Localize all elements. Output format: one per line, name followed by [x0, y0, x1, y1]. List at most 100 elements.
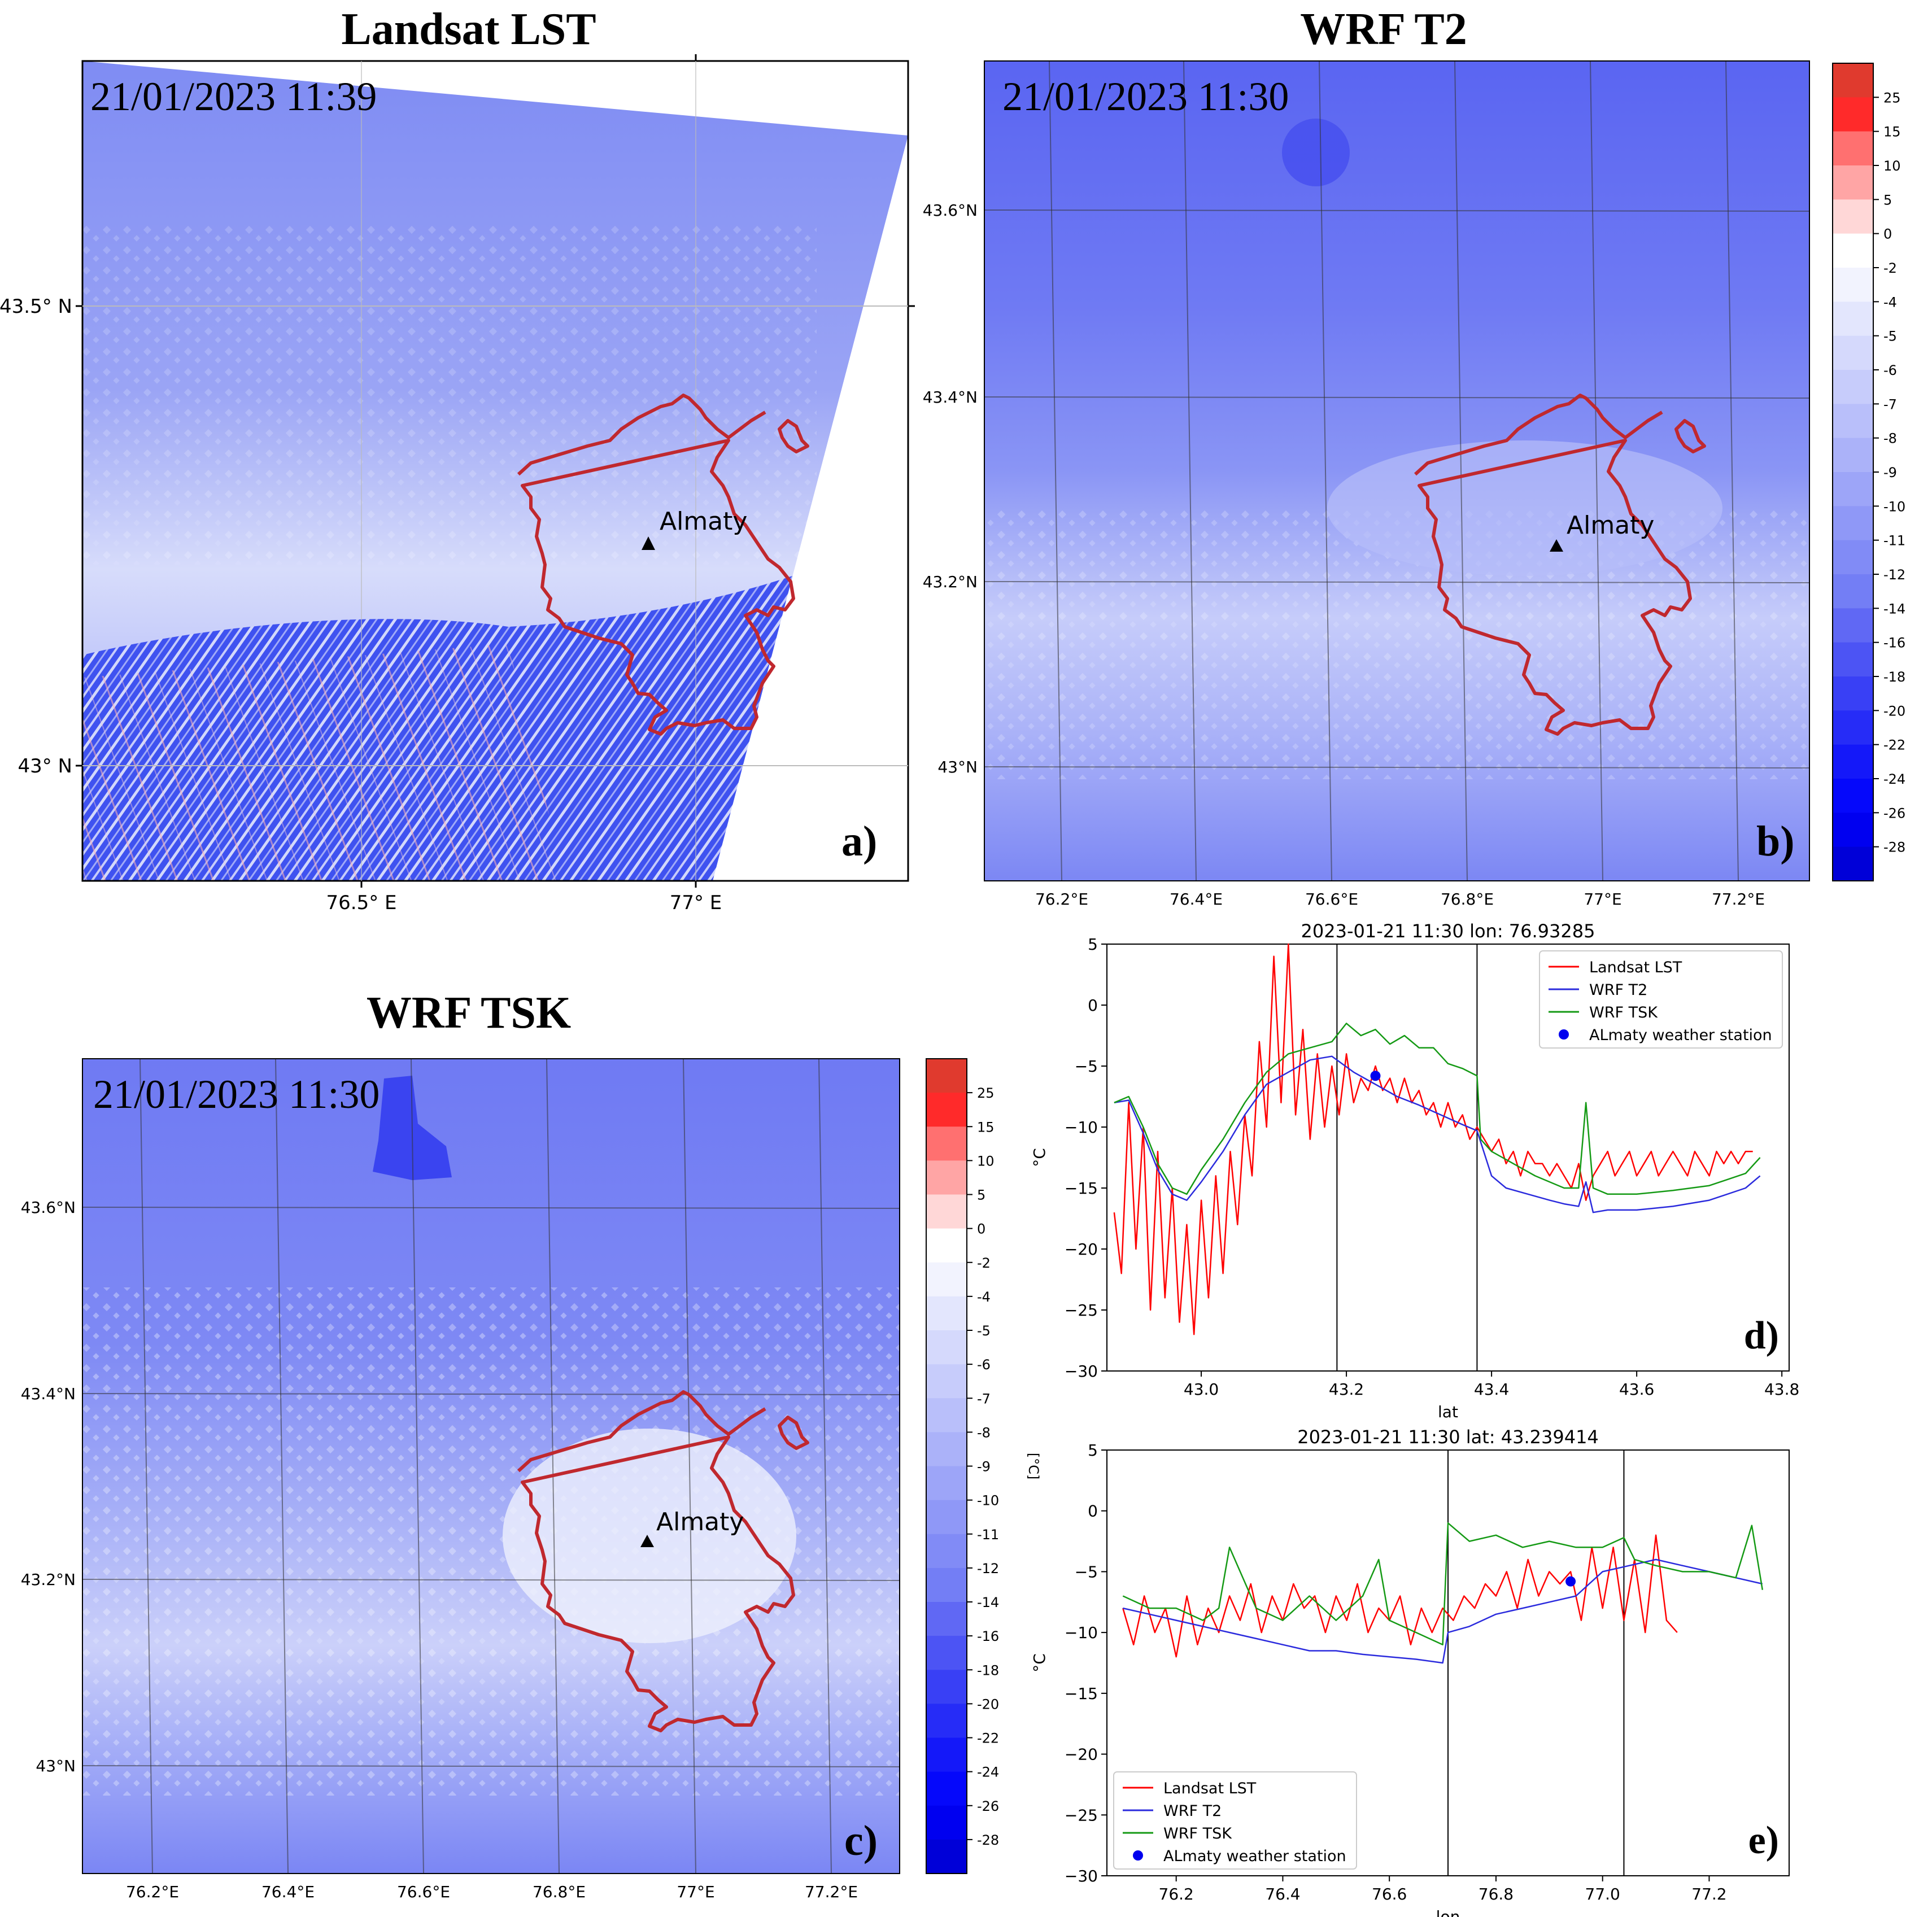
- y-tick-label: 0: [1088, 996, 1098, 1015]
- grid-parallel: [82, 1765, 900, 1767]
- colorbar-tick-label: -20: [1883, 703, 1905, 719]
- grid-parallel: [984, 581, 1810, 583]
- legend-label: Landsat LST: [1589, 959, 1682, 976]
- legend-frame: [1539, 950, 1783, 1049]
- colorbar-tick-label: 10: [1883, 158, 1901, 174]
- lst-plains-texture: [82, 226, 817, 565]
- colorbar-swatch: [926, 1093, 967, 1127]
- panel-tag: e): [1748, 1819, 1779, 1862]
- panel-b-title: WRF T2: [1300, 5, 1467, 54]
- colorbar-swatch: [1833, 710, 1873, 745]
- chart-e: 2023-01-21 11:30 lat: 43.239414 76.2 76.4 7…: [1030, 1426, 1790, 1917]
- legend-label: WRF T2: [1589, 981, 1647, 999]
- colorbar-tick-label: -6: [977, 1357, 991, 1373]
- colorbar-swatch: [926, 1262, 967, 1297]
- colorbar-tick-label: -11: [977, 1527, 999, 1543]
- x-tick-label: 76.8°E: [1441, 890, 1494, 909]
- grid-meridian: [546, 1058, 560, 1874]
- colorbar-swatch: [1833, 813, 1873, 848]
- y-tick-label: −10: [1065, 1118, 1098, 1137]
- lst-warm-slopes: [82, 644, 565, 881]
- colorbar-tick-label: -9: [1883, 465, 1897, 481]
- series-t2: [1114, 1055, 1761, 1213]
- colorbar-tick-label: -8: [977, 1425, 991, 1440]
- grid-meridian: [1319, 60, 1332, 881]
- colorbar-swatch: [926, 1805, 967, 1840]
- y-tick-label: 43.5° N: [0, 295, 72, 318]
- colorbar-swatch: [926, 1398, 967, 1433]
- colorbar-swatch: [1833, 97, 1873, 132]
- colorbar-swatch: [1833, 131, 1873, 166]
- colorbar-tick-label: -16: [977, 1628, 999, 1644]
- panel-c: WRF TSK 76.2°E 76.4°E 76.6°E 76.8°E 77°E 77.2…: [21, 988, 900, 1901]
- colorbar-tick-label: 0: [977, 1221, 985, 1237]
- y-tick-label: 43.4°N: [923, 388, 978, 407]
- grid-meridian: [818, 1058, 832, 1874]
- panel-c-city-label: Almaty: [656, 1508, 744, 1536]
- panel-a-timestamp: 21/01/2023 11:39: [90, 74, 377, 119]
- x-axis-label: lat: [1438, 1403, 1458, 1421]
- panel-c-title: WRF TSK: [367, 988, 571, 1038]
- colorbar-tick-label: -4: [977, 1289, 991, 1305]
- colorbar-tick-label: -8: [1883, 431, 1897, 447]
- colorbar-swatch: [926, 1636, 967, 1670]
- panel-a-city-label: Almaty: [660, 507, 747, 536]
- y-axis-label: °C: [1030, 1653, 1049, 1673]
- panel-b-grid: [984, 60, 1810, 881]
- colorbar-tick-label: -26: [1883, 805, 1905, 821]
- colorbar-swatch: [1833, 335, 1873, 370]
- series-t2: [1123, 1558, 1763, 1664]
- grid-meridian: [1049, 60, 1062, 881]
- grid-parallel: [82, 1579, 900, 1581]
- colorbar-tick-label: -12: [977, 1561, 999, 1577]
- y-tick-label: −25: [1065, 1301, 1098, 1320]
- colorbar-tick-label: -7: [1883, 396, 1897, 412]
- colorbar-swatch: [1833, 165, 1873, 200]
- colorbar-swatch: [926, 1228, 967, 1263]
- series-lst: [1113, 943, 1753, 1335]
- grid-meridian: [1590, 60, 1603, 881]
- colorbar-swatch: [926, 1704, 967, 1739]
- y-tick-label: −15: [1065, 1179, 1098, 1198]
- y-tick-label: 43°N: [36, 1757, 76, 1775]
- y-tick-label: −20: [1065, 1745, 1098, 1764]
- colorbar-swatch: [926, 1059, 967, 1093]
- colorbar-swatch: [926, 1126, 967, 1161]
- colorbar-swatch: [1833, 302, 1873, 337]
- city-boundary: [1414, 394, 1706, 736]
- colorbar-tick-label: -12: [1883, 567, 1905, 583]
- legend: Landsat LST WRF T2 WRF TSK ALmaty weather s…: [1539, 950, 1783, 1049]
- colorbar-swatch: [1833, 779, 1873, 813]
- x-axis-label: lon: [1436, 1907, 1460, 1917]
- colorbar-swatch: [1833, 574, 1873, 609]
- x-tick-label: 43.8: [1764, 1380, 1799, 1399]
- colorbar-swatch: [926, 1160, 967, 1195]
- colorbar-tick-label: -24: [1883, 771, 1905, 787]
- colorbar-tick-label: -11: [1883, 533, 1905, 549]
- x-tick-label: 77.2: [1691, 1885, 1726, 1903]
- colorbar-tick-label: 5: [1883, 192, 1892, 208]
- y-tick-label: 43° N: [18, 755, 72, 778]
- colorbar-tick-label: -16: [1883, 635, 1905, 651]
- colorbar-swatch: [1833, 438, 1873, 473]
- grid-parallel: [82, 1207, 900, 1209]
- panel-c-tag: c): [844, 1817, 878, 1864]
- colorbar-tick-label: -18: [977, 1662, 999, 1678]
- legend-frame: [1113, 1771, 1357, 1870]
- colorbar-tick-label: -10: [1883, 499, 1905, 514]
- grid-meridian: [1454, 60, 1468, 881]
- station-dot-icon: [1565, 1576, 1576, 1587]
- x-tick-label: 77.2°E: [1712, 890, 1765, 909]
- y-tick-label: 43.6°N: [21, 1198, 76, 1217]
- colorbar-tick-label: -5: [977, 1323, 991, 1339]
- colorbar-tick-label: -9: [977, 1459, 991, 1475]
- panel-c-grid: [82, 1058, 900, 1874]
- panel-a: Landsat LST 76.5° E 77° E 43.5° N 43° N 21/…: [0, 5, 915, 914]
- colorbar-swatch: [926, 1737, 967, 1772]
- triangle-marker-icon: [640, 1535, 654, 1547]
- colorbar-tick-label: -18: [1883, 669, 1905, 685]
- grid-parallel: [82, 1393, 900, 1395]
- x-tick-label: 77.0: [1585, 1885, 1620, 1903]
- y-tick-label: 0: [1088, 1502, 1098, 1521]
- x-tick-label: 77°E: [677, 1883, 714, 1901]
